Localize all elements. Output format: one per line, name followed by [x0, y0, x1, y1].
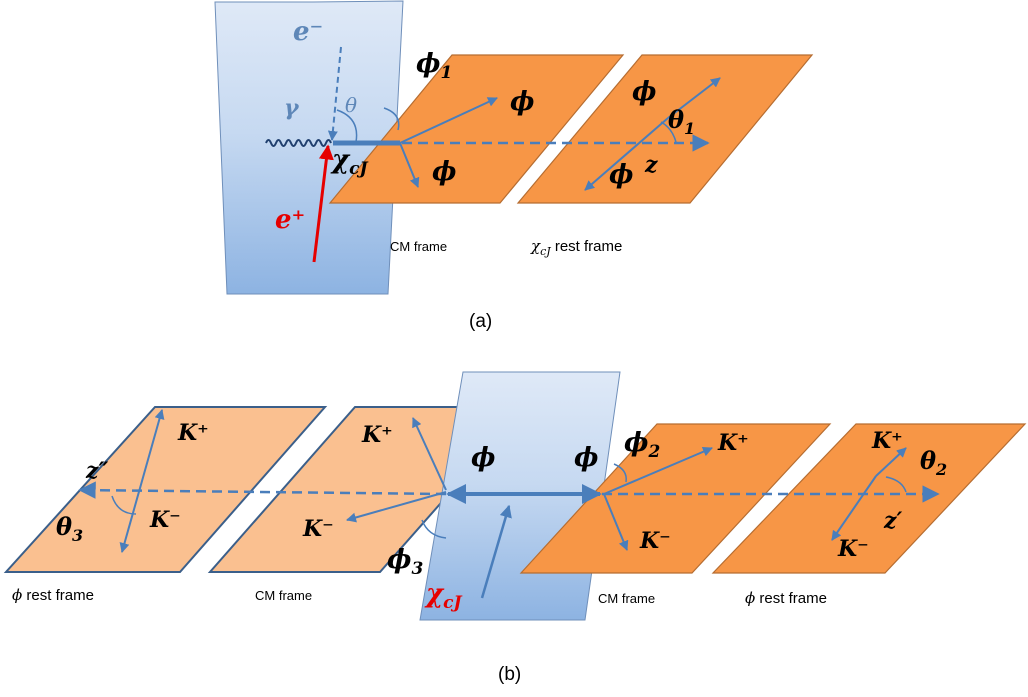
kminus-arrow-cm-right	[603, 493, 629, 551]
phi-right-label-b: ϕ	[574, 443, 598, 473]
phi-rest-arrow-down-a	[584, 117, 669, 191]
e-minus-label: e⁻	[293, 17, 323, 47]
cm-frame-caption-a: CM frame	[390, 239, 447, 254]
kminus-arrow-cm-left	[346, 491, 447, 523]
panel-a-caption: (a)	[469, 311, 492, 332]
phi3-arc	[421, 519, 447, 539]
kminus-label-rest-left: K⁻	[149, 507, 181, 533]
photon-line	[265, 139, 332, 147]
cm-frame-caption-right: CM frame	[598, 591, 655, 606]
chi-momentum-b	[480, 504, 512, 599]
phi-rest-plane-left	[3, 406, 328, 573]
kplus-arrow-cm-right	[603, 446, 713, 495]
kminus-label-cm-left: K⁻	[302, 516, 334, 542]
kplus-arrow-rest-right	[875, 447, 907, 477]
theta3-arc	[111, 495, 137, 515]
chi-label-a: χcJ	[330, 145, 368, 179]
e-plus-beam	[312, 144, 334, 263]
chi-rest-frame-caption: χcJ rest frame	[530, 237, 622, 258]
theta1-label: θ1	[668, 105, 695, 138]
panel-a: e⁻ γ θ e⁺ χcJ ϕ1 ϕ ϕ ϕ ϕ θ1 z CM frame χ…	[214, 0, 814, 332]
e-plus-label: e⁺	[275, 205, 305, 235]
kplus-label-cm-right: K⁺	[717, 430, 749, 456]
theta2-label: θ2	[920, 446, 947, 479]
z-label-a: z	[644, 152, 658, 178]
cm-plane-left	[207, 406, 471, 573]
phi-rest-down-label-a: ϕ	[609, 160, 633, 190]
theta-label: θ	[345, 93, 357, 117]
phi1-label: ϕ1	[416, 49, 452, 83]
phi-rest-frame-caption-left: ϕ rest frame	[12, 586, 94, 604]
phi3-label: ϕ3	[387, 545, 423, 579]
kminus-label-rest-right: K⁻	[837, 536, 869, 562]
theta3-label: θ3	[56, 512, 83, 545]
phi-rest-up-label-a: ϕ	[632, 77, 656, 107]
phi-down-label-a: ϕ	[432, 157, 456, 187]
cm-frame-caption-left: CM frame	[255, 588, 312, 603]
kplus-label-cm-left: K⁺	[361, 422, 393, 448]
e-minus-beam	[327, 46, 342, 141]
phi1-arc	[383, 107, 400, 131]
panel-b-caption: (b)	[498, 664, 521, 685]
cm-plane-right	[519, 423, 832, 574]
phi-arrow-down-a	[399, 142, 420, 188]
k-pair-rest-left	[119, 409, 165, 553]
kplus-arrow-cm-left	[412, 417, 447, 491]
phi2-label: ϕ2	[624, 428, 660, 462]
kminus-arrow-rest-right	[831, 475, 877, 541]
chi-label-b: χcJ	[424, 579, 462, 613]
phi-up-label-a: ϕ	[510, 87, 534, 117]
zprime-label: z′	[883, 508, 902, 534]
phi-arrow-up-a	[399, 97, 498, 144]
kplus-label-rest-left: K⁺	[177, 420, 209, 446]
phi-rest-frame-caption-right: ϕ rest frame	[745, 589, 827, 607]
zpp-label: z″	[85, 458, 108, 484]
kplus-label-rest-right: K⁺	[871, 428, 903, 454]
cm-plane-a	[328, 54, 625, 204]
kminus-label-cm-right: K⁻	[639, 528, 671, 554]
panel-b: ϕ2 ϕ ϕ ϕ3 χcJ K⁺ K⁻ K⁺ K⁻ θ2 z′ K⁺ K⁻ K⁺…	[3, 371, 1027, 685]
phi2-arc	[613, 463, 627, 483]
phi-rest-arrow-up-a	[667, 77, 721, 119]
theta2-arc	[885, 476, 907, 493]
gamma-label: γ	[284, 95, 300, 121]
theta-arc-a	[336, 109, 358, 143]
chi-rest-plane-a	[516, 54, 814, 204]
phi-left-label-b: ϕ	[471, 443, 495, 473]
phi-rest-plane-right	[711, 423, 1027, 574]
theta1-arc	[660, 121, 677, 143]
